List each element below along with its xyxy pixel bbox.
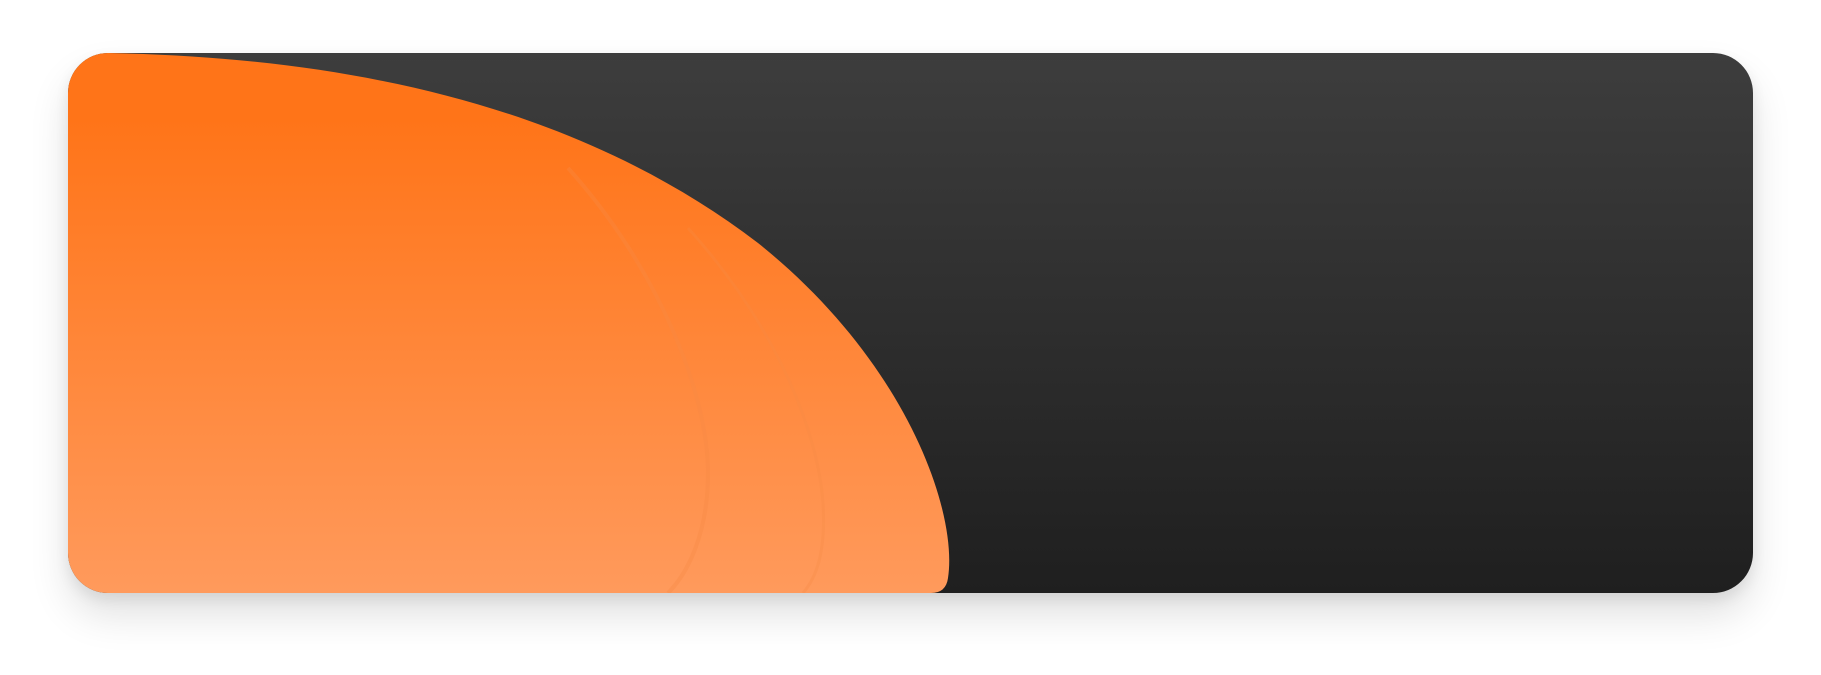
banner-card — [68, 53, 1753, 593]
banner-graphic — [68, 53, 1753, 593]
inner-ring-arc — [566, 166, 711, 593]
outer-ring-arc — [686, 226, 826, 593]
orange-quarter-shape — [68, 53, 950, 593]
